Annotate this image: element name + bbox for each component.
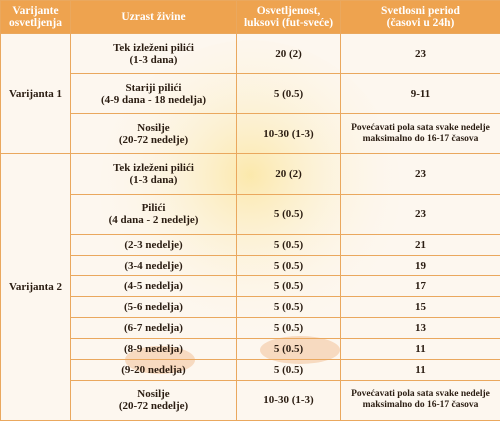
illuminance-cell: 5 (0.5) <box>236 254 341 277</box>
light-period-cell: 23 <box>340 193 500 235</box>
illuminance-cell: 10-30 (1-3) <box>236 113 341 155</box>
age-cell: (2-3 nedelje) <box>70 233 237 256</box>
table-row: Varijanta 1 Tek izleženi pilići (1-3 dana… <box>0 32 500 155</box>
age-cell: (9-20 nedelja) <box>70 358 237 381</box>
variant-cell: Varijanta 2 <box>0 153 71 421</box>
light-period-cell: 21 <box>340 233 500 256</box>
table-row: (4-5 nedelja) 5 (0.5) 17 <box>1 275 500 298</box>
table-row: (8-9 nedelja) 5 (0.5) 11 <box>1 338 500 360</box>
illuminance-cell: 5 (0.5) <box>236 338 341 360</box>
illuminance-cell: 10-30 (1-3) <box>236 379 341 421</box>
light-period-cell: Povećavati pola sata svake nedelje maksi… <box>340 379 500 421</box>
variant-cell: Varijanta 1 <box>0 32 71 155</box>
table-row: Varijanta 2 Tek izleženi pilići (1-3 dana… <box>0 153 500 421</box>
illuminance-cell: 5 (0.5) <box>236 317 341 340</box>
light-period-cell: 13 <box>340 317 500 340</box>
age-cell: (5-6 nedelja) <box>70 296 237 319</box>
age-cell: Stariji pilići (4-9 dana - 18 nedelja) <box>70 73 237 115</box>
header-cell: Varijante osvetljenja <box>0 0 71 34</box>
light-period-cell: 19 <box>340 254 500 277</box>
age-cell: (8-9 nedelja) <box>70 338 237 360</box>
light-period-cell: 11 <box>340 338 500 360</box>
light-period-cell: 9-11 <box>340 73 500 115</box>
light-period-cell: 23 <box>340 153 500 195</box>
header-row: Varijante osvetljenja Uzrast živine Osvetl… <box>0 0 500 34</box>
light-period-cell: 17 <box>340 275 500 298</box>
illuminance-cell: 5 (0.5) <box>236 193 341 235</box>
age-cell: Nosilje (20-72 nedelje) <box>70 379 237 421</box>
table-row: Nosilje (20-72 nedelje) 10-30 (1-3) Poveća… <box>1 379 500 421</box>
table-row: Pilići (4 dana - 2 nedelje) 5 (0.5) 23 <box>1 193 500 235</box>
illuminance-cell: 5 (0.5) <box>236 275 341 298</box>
table-row: (9-20 nedelja) 5 (0.5) 11 <box>1 358 500 381</box>
illuminance-cell: 5 (0.5) <box>236 233 341 256</box>
age-cell: (4-5 nedelja) <box>70 275 237 298</box>
illuminance-cell: 5 (0.5) <box>236 73 341 115</box>
age-cell: (6-7 nedelja) <box>70 317 237 340</box>
header-cell: Osvetljenost, luksovi (fut-sveće) <box>236 0 341 34</box>
light-period-cell: 11 <box>340 358 500 381</box>
table-row: (6-7 nedelja) 5 (0.5) 13 <box>1 317 500 340</box>
light-period-cell: 15 <box>340 296 500 319</box>
header-cell: Uzrast živine <box>70 0 237 34</box>
age-cell: Tek izleženi pilići (1-3 dana) <box>70 153 237 195</box>
header-cell: Svetlosni period (časovi u 24h) <box>340 0 500 34</box>
light-period-cell: Povećavati pola sata svake nedelje maksi… <box>340 113 500 155</box>
illuminance-cell: 5 (0.5) <box>236 358 341 381</box>
table-row: (2-3 nedelje) 5 (0.5) 21 <box>1 233 500 256</box>
age-cell: (3-4 nedelje) <box>70 254 237 277</box>
table-row: (5-6 nedelja) 5 (0.5) 15 <box>1 296 500 319</box>
table-row: Nosilje (20-72 nedelje) 10-30 (1-3) Poveća… <box>1 113 500 155</box>
age-cell: Tek izleženi pilići (1-3 dana) <box>70 32 237 75</box>
illuminance-cell: 5 (0.5) <box>236 296 341 319</box>
age-cell: Nosilje (20-72 nedelje) <box>70 113 237 155</box>
illuminance-cell: 20 (2) <box>236 153 341 195</box>
illuminance-cell: 20 (2) <box>236 32 341 75</box>
age-cell: Pilići (4 dana - 2 nedelje) <box>70 193 237 235</box>
table-row: (3-4 nedelje) 5 (0.5) 19 <box>1 254 500 277</box>
table-row: Stariji pilići (4-9 dana - 18 nedelja) 5 … <box>1 73 500 115</box>
light-period-cell: 23 <box>340 32 500 75</box>
